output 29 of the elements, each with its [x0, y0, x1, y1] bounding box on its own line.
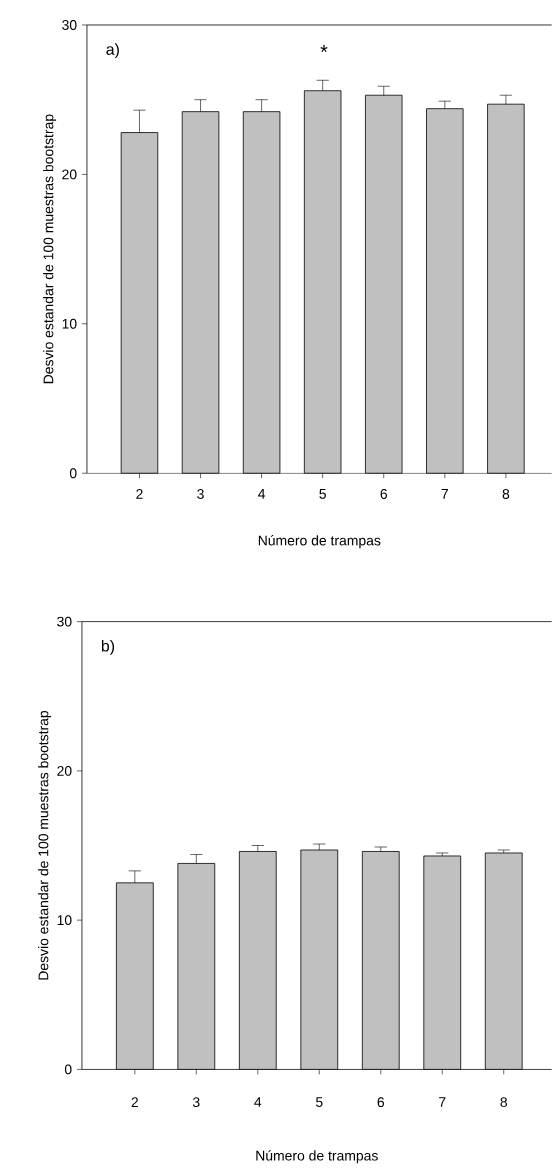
y-tick-label: 20 — [62, 169, 77, 180]
x-tick-label: 4 — [258, 489, 266, 499]
y-tick-label: 30 — [57, 616, 72, 627]
y-tick-label: 30 — [62, 20, 77, 30]
y-tick-label: 20 — [57, 765, 72, 776]
annotation: a) — [106, 43, 119, 59]
annotation: * — [320, 45, 328, 53]
y-tick-label: 0 — [69, 468, 77, 479]
x-tick-label: 2 — [131, 1097, 138, 1107]
y-axis-title: Desvio estandar de 100 muestras bootstrap — [38, 710, 52, 980]
x-tick-label: 7 — [441, 489, 448, 499]
y-tick-label: 0 — [64, 1064, 72, 1075]
annotation: b) — [101, 639, 115, 655]
x-tick-label: 8 — [502, 489, 510, 499]
x-tick-label: 3 — [197, 489, 204, 499]
x-axis-title: Número de trampas — [258, 535, 381, 549]
y-tick-label: 10 — [62, 318, 77, 329]
y-axis-title: Desvio estandar de 100 muestras bootstrap — [43, 114, 57, 384]
x-tick-label: 6 — [377, 1097, 384, 1108]
x-tick-label: 5 — [315, 1097, 323, 1107]
x-axis-title: Número de trampas — [256, 1150, 378, 1164]
x-tick-label: 6 — [380, 489, 387, 499]
x-tick-label: 7 — [439, 1097, 446, 1107]
y-tick-label: 10 — [57, 915, 72, 926]
x-tick-label: 5 — [319, 489, 326, 499]
x-tick-label: 3 — [192, 1097, 200, 1108]
x-tick-label: 8 — [500, 1097, 507, 1108]
x-tick-label: 2 — [136, 489, 143, 499]
x-tick-label: 4 — [254, 1097, 262, 1107]
